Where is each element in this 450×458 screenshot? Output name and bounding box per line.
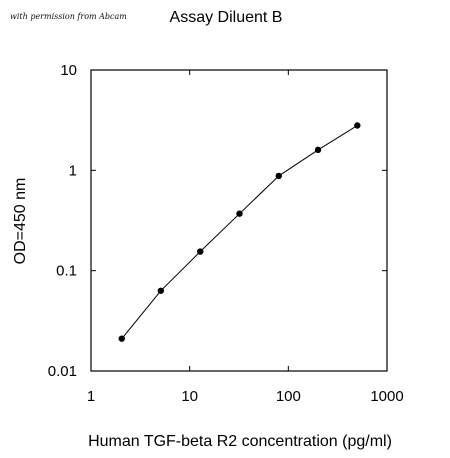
y-tick-label: 0.01 — [48, 363, 77, 380]
y-tick-label: 10 — [60, 62, 77, 79]
series-layer — [118, 122, 361, 342]
y-tick-label: 0.1 — [56, 263, 77, 280]
chart-title: Assay Diluent B — [170, 9, 283, 26]
x-axis: 1 10 100 1000 — [87, 70, 404, 405]
x-tick-label: 1000 — [370, 388, 403, 405]
y-axis-label: OD=450 nm — [12, 178, 29, 265]
data-point — [197, 248, 204, 255]
data-point — [314, 146, 322, 154]
data-point — [354, 122, 361, 129]
series-line — [121, 125, 358, 340]
x-axis-label: Human TGF-beta R2 concentration (pg/ml) — [88, 433, 392, 450]
x-tick-label: 100 — [276, 388, 301, 405]
x-tick-label: 1 — [87, 388, 95, 405]
x-tick-label: 10 — [181, 388, 198, 405]
credit-text: with permission from Abcam — [10, 12, 127, 21]
y-axis: 0.01 0.1 1 10 — [48, 62, 387, 380]
y-tick-label: 1 — [69, 162, 77, 179]
data-point — [118, 335, 125, 342]
data-point — [275, 172, 282, 180]
data-point — [157, 287, 165, 294]
plot-frame — [90, 69, 388, 372]
data-point — [236, 210, 243, 217]
